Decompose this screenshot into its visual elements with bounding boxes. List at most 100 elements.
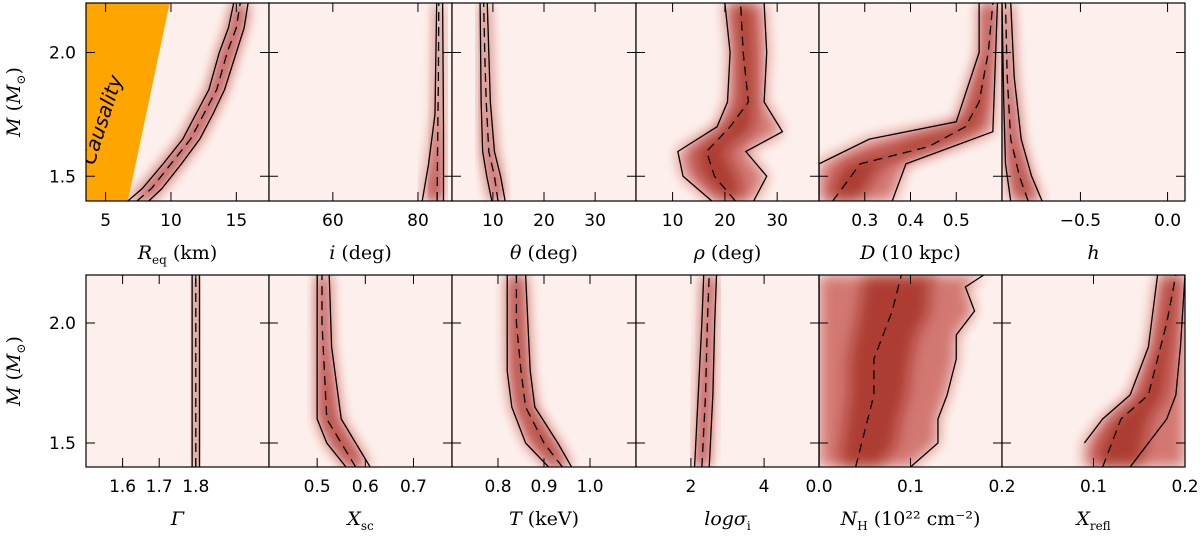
- panel-T: 0.8 0.9 1.0: [451, 274, 637, 497]
- x-tick-label: 20: [533, 211, 555, 231]
- upper-bound-line: [486, 3, 506, 201]
- panel-background: [86, 275, 269, 467]
- x-tick-label: 20: [714, 211, 736, 231]
- lower-bound-line: [677, 3, 731, 201]
- density-core: [839, 275, 939, 467]
- x-axis-label: θ (deg): [510, 242, 578, 264]
- density-core: [482, 3, 502, 201]
- x-axis-label: NH (10²² cm⁻²): [840, 508, 981, 533]
- panel-background: [269, 275, 452, 467]
- x-tick-label: 1.7: [146, 477, 173, 497]
- x-axis-label: logσi: [704, 508, 751, 533]
- y-tick-label: 1.5: [49, 167, 76, 187]
- density-band: [819, 3, 998, 201]
- lower-bound-line: [1083, 275, 1159, 444]
- x-tick-label: 0.2: [988, 477, 1015, 497]
- y-tick-label: 2.0: [49, 44, 76, 64]
- upper-bound-line: [910, 275, 985, 467]
- upper-bound-line: [1129, 275, 1185, 467]
- panel-Xsc: 0.5 0.6 0.7: [268, 274, 453, 497]
- panel-theta: 10 20 30: [451, 2, 637, 231]
- x-tick-label: 0.3: [851, 211, 878, 231]
- x-tick-label: 0.4: [897, 211, 924, 231]
- median-line: [832, 3, 994, 201]
- x-tick-label: 0.1: [897, 477, 924, 497]
- median-line: [321, 275, 357, 467]
- lower-bound-line: [693, 275, 705, 467]
- x-tick-label: 10: [662, 211, 684, 231]
- upper-bound-line: [148, 3, 249, 201]
- upper-bound-line: [891, 3, 999, 201]
- x-tick-label: 1.8: [182, 477, 209, 497]
- upper-bound-line: [1010, 3, 1043, 201]
- upper-bound-line: [708, 275, 718, 467]
- x-tick-label: 15: [226, 211, 248, 231]
- density-core: [319, 275, 363, 467]
- x-tick-label: 0.5: [943, 211, 970, 231]
- median-line: [854, 275, 902, 467]
- lower-bound-line: [479, 3, 493, 201]
- x-tick-label: 0.1: [1080, 477, 1107, 497]
- x-axis-label: Req (km): [137, 242, 218, 267]
- median-line: [136, 3, 241, 201]
- density-core: [512, 275, 567, 467]
- lower-bound-line: [506, 275, 550, 467]
- panel-frame: [1001, 2, 1186, 202]
- panel-NH: 0.0 0.1 0.2: [805, 274, 1016, 497]
- x-axis-label: Xrefl: [1074, 508, 1110, 533]
- panel-i: 60 80: [268, 2, 453, 231]
- x-axis-label: i (deg): [329, 242, 392, 264]
- x-tick-label: 4: [759, 477, 770, 497]
- y-tick-label: 2.0: [49, 314, 76, 334]
- density-core: [826, 3, 995, 201]
- y-tick-label: 1.5: [49, 434, 76, 454]
- median-line: [483, 3, 499, 201]
- x-tick-label: 1.0: [576, 477, 603, 497]
- x-tick-label: 10: [160, 211, 182, 231]
- median-line: [705, 3, 750, 201]
- median-line: [701, 275, 710, 467]
- x-tick-label: 5: [100, 211, 111, 231]
- x-tick-label: 30: [766, 211, 788, 231]
- panel-D: 0.3 0.4 0.5: [818, 2, 1003, 231]
- lower-bound-line: [127, 3, 235, 201]
- x-tick-label: 0.8: [484, 477, 511, 497]
- x-tick-label: −0.5: [1060, 211, 1101, 231]
- x-tick-label: 80: [407, 211, 429, 231]
- density-band: [507, 275, 572, 467]
- x-tick-label: 0.0: [1154, 211, 1181, 231]
- panel-background: [636, 275, 819, 467]
- x-tick-label: 0.2: [1171, 477, 1198, 497]
- y-axis-label: M (M⊙): [3, 67, 28, 138]
- panel-Xrefl: 0.1 0.2: [1001, 274, 1199, 497]
- x-tick-label: 10: [482, 211, 504, 231]
- x-tick-label: 0.7: [400, 477, 427, 497]
- panel-background: [452, 3, 636, 201]
- panel-rho: 10 20 30: [635, 2, 820, 231]
- upper-bound-line: [328, 275, 371, 467]
- x-tick-label: 30: [584, 211, 606, 231]
- x-tick-label: 60: [322, 211, 344, 231]
- x-axis-label: h: [1087, 242, 1099, 264]
- density-core: [1094, 275, 1180, 467]
- x-axis-label: Xsc: [345, 508, 374, 533]
- x-axis-label: ρ (deg): [693, 242, 762, 264]
- y-axis-label: M (M⊙): [3, 336, 28, 407]
- lower-bound-line: [316, 275, 347, 467]
- density-core: [693, 3, 756, 201]
- density-core: [1003, 3, 1035, 201]
- x-tick-label: 1.6: [109, 477, 136, 497]
- causality-region: [86, 3, 170, 201]
- x-tick-label: 0.5: [304, 477, 331, 497]
- lower-bound-line: [421, 3, 438, 201]
- x-tick-label: 0.6: [352, 477, 379, 497]
- x-axis-label: T (keV): [509, 508, 579, 530]
- x-tick-label: 2: [685, 477, 696, 497]
- panel-Gamma: 1.6 1.7 1.8 1.5 2.0: [49, 274, 270, 497]
- panel-h: −0.5 0.0: [1001, 2, 1186, 231]
- upper-bound-line: [744, 3, 784, 201]
- panel-background: [269, 3, 452, 201]
